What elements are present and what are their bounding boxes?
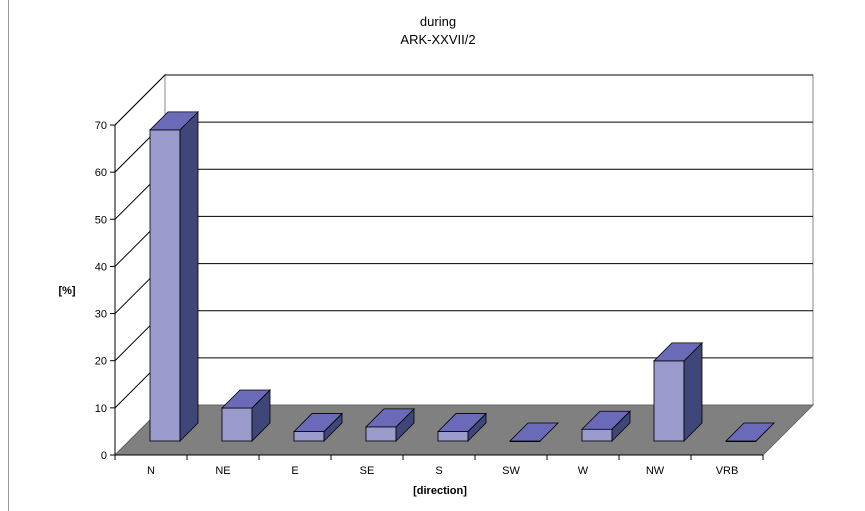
- bar-top-face: [437, 413, 487, 432]
- x-tick-label: SE: [360, 465, 375, 477]
- bar-top-face: [725, 422, 775, 442]
- bar: [725, 422, 775, 443]
- chart-walls: [114, 73, 814, 457]
- y-tick-label: 0: [101, 450, 107, 462]
- bar-front-face: [653, 360, 685, 442]
- x-tick-label: N: [147, 465, 155, 477]
- bar: [581, 410, 631, 442]
- y-tick-label: 30: [95, 309, 107, 321]
- y-tick-label: 20: [95, 356, 107, 368]
- bar-front-face: [581, 428, 613, 442]
- x-tick-label: NW: [646, 465, 665, 477]
- x-tick-label: S: [435, 465, 442, 477]
- bar: [365, 407, 415, 442]
- x-tick-label: VRB: [716, 465, 739, 477]
- bar-top-face: [293, 413, 343, 432]
- bar-front-face: [437, 431, 469, 442]
- bar: [293, 412, 343, 442]
- bar-front-face: [365, 426, 397, 442]
- bar-top-face: [509, 422, 559, 442]
- bar: [653, 341, 703, 442]
- bar-top-face: [149, 111, 199, 131]
- x-tick-label: W: [578, 465, 589, 477]
- bar-front-face: [221, 407, 253, 442]
- x-axis: N NE E SE S SW W NW VRB: [114, 454, 764, 477]
- x-tick-label: NE: [215, 465, 230, 477]
- bar: [221, 389, 271, 442]
- bar: [509, 422, 559, 443]
- y-tick-label: 70: [95, 120, 107, 132]
- bar: [437, 412, 487, 442]
- y-axis-label: [%]: [58, 285, 75, 297]
- bar: [149, 110, 199, 442]
- back-wall: [164, 74, 814, 406]
- bar-top-face: [581, 410, 631, 430]
- x-axis-label: [direction]: [413, 485, 467, 497]
- bar-side-face: [179, 110, 199, 442]
- y-tick-label: 40: [95, 261, 107, 273]
- x-tick-label: SW: [502, 465, 520, 477]
- bar-top-face: [221, 389, 271, 409]
- left-border-rule: [8, 0, 9, 511]
- y-tick-label: 60: [95, 167, 107, 179]
- y-axis: 0 10 20 30 40 50 60 70: [95, 120, 116, 462]
- bar-top-face: [365, 408, 415, 428]
- bar-front-face: [149, 129, 181, 442]
- bar-top-face: [653, 342, 703, 362]
- chart-subtitle: ARK-XXVII/2: [400, 32, 475, 47]
- y-tick-label: 50: [95, 214, 107, 226]
- x-tick-label: E: [291, 465, 298, 477]
- bar-front-face: [293, 431, 325, 442]
- chart-title: during: [420, 14, 456, 29]
- bars: [149, 110, 775, 443]
- y-tick-label: 10: [95, 403, 107, 415]
- gridline: [114, 74, 813, 126]
